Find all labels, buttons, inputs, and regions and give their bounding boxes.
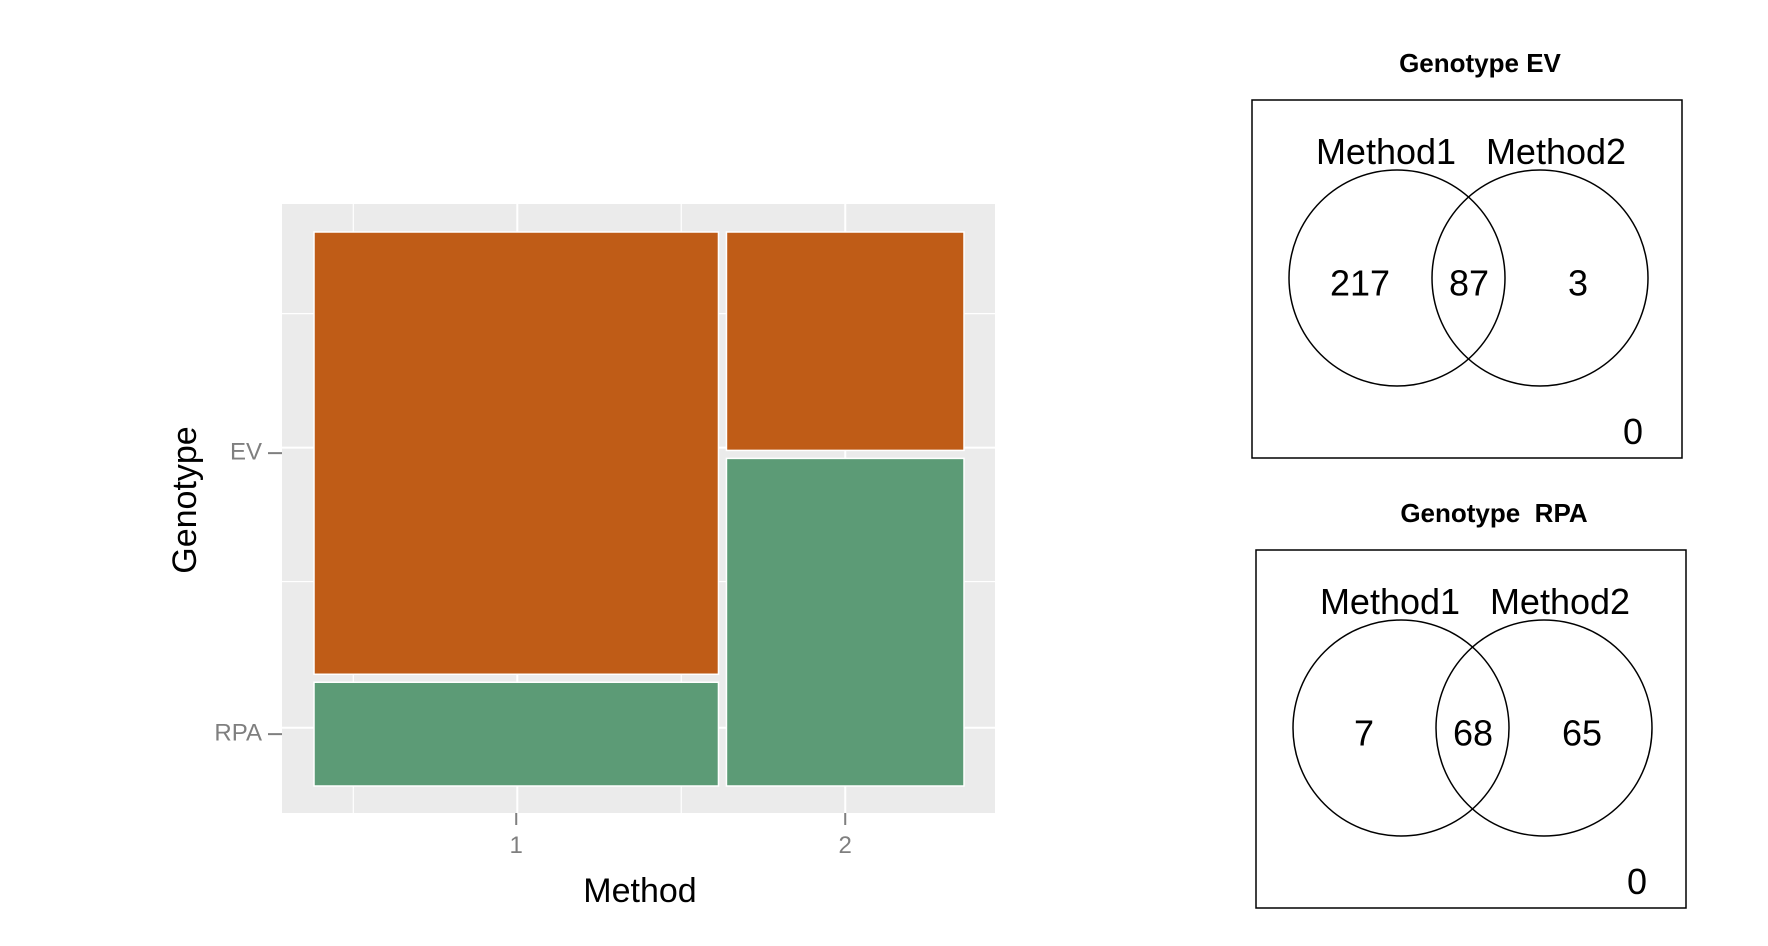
y-axis-title: Genotype [166, 426, 204, 573]
venn-ev-circle-b [1431, 169, 1649, 387]
mosaic-cell-1-rpa [313, 681, 720, 787]
venn-ev-neither: 0 [1623, 411, 1643, 452]
venn-ev-only-b: 3 [1568, 263, 1588, 304]
mosaic-cell-2-ev [725, 231, 965, 452]
y-tick-label: RPA [214, 719, 262, 746]
mosaic-cell-1-ev [313, 231, 720, 676]
venn-ev-set-b: Method2 [1486, 131, 1626, 172]
venn-rpa-only-b: 65 [1562, 713, 1602, 754]
y-axis: EV RPA [214, 438, 282, 746]
venn-ev: Genotype EV Method1 Method2 217 87 3 0 [1251, 48, 1683, 459]
venn-rpa-only-a: 7 [1354, 713, 1374, 754]
venn-rpa-set-b: Method2 [1490, 581, 1630, 622]
venn-rpa-frame [1255, 549, 1687, 909]
venn-rpa-circle-a [1292, 619, 1510, 837]
venn-ev-frame [1251, 99, 1683, 459]
venn-rpa-title: Genotype RPA [1400, 498, 1588, 528]
mosaic-cell-2-rpa [725, 457, 965, 787]
x-tick-label: 2 [839, 832, 852, 859]
venn-ev-circle-a [1288, 169, 1506, 387]
venn-rpa-set-a: Method1 [1320, 581, 1460, 622]
venn-rpa-circle-b [1435, 619, 1653, 837]
venn-rpa: Genotype RPA Method1 Method2 7 68 65 0 [1255, 498, 1687, 909]
mosaic-cells [313, 231, 965, 787]
venn-rpa-both: 68 [1453, 713, 1493, 754]
venn-ev-both: 87 [1449, 263, 1489, 304]
venn-ev-title: Genotype EV [1399, 48, 1561, 78]
venn-rpa-neither: 0 [1627, 861, 1647, 902]
x-tick-label: 1 [510, 832, 523, 859]
y-tick-label: EV [230, 438, 262, 465]
x-axis-title: Method [583, 872, 696, 910]
venn-ev-only-a: 217 [1330, 263, 1390, 304]
venn-ev-set-a: Method1 [1316, 131, 1456, 172]
